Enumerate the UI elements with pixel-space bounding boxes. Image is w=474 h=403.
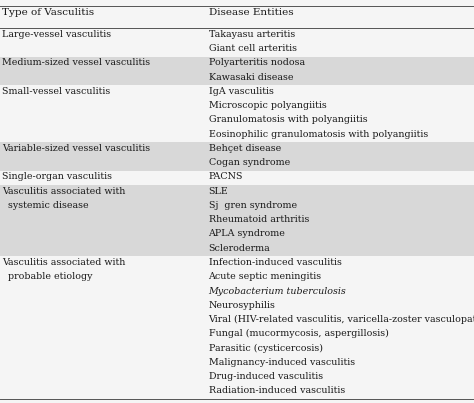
Text: probable etiology: probable etiology [2,272,93,281]
Text: SLE: SLE [209,187,228,196]
Text: Neurosyphilis: Neurosyphilis [209,301,275,310]
Text: Sj  gren syndrome: Sj gren syndrome [209,201,297,210]
Text: Eosinophilic granulomatosis with polyangiitis: Eosinophilic granulomatosis with polyang… [209,130,428,139]
Bar [0,185,474,256]
Text: Giant cell arteritis: Giant cell arteritis [209,44,297,53]
Text: Granulomatosis with polyangiitis: Granulomatosis with polyangiitis [209,115,367,125]
Text: Small-vessel vasculitis: Small-vessel vasculitis [2,87,110,96]
Text: Malignancy-induced vasculitis: Malignancy-induced vasculitis [209,358,355,367]
Text: Microscopic polyangiitis: Microscopic polyangiitis [209,101,326,110]
Text: Vasculitis associated with: Vasculitis associated with [2,187,126,196]
Text: Medium-sized vessel vasculitis: Medium-sized vessel vasculitis [2,58,151,67]
Text: Parasitic (cysticercosis): Parasitic (cysticercosis) [209,343,323,353]
Text: Vasculitis associated with: Vasculitis associated with [2,258,126,267]
Text: Variable-sized vessel vasculitis: Variable-sized vessel vasculitis [2,144,151,153]
Text: Large-vessel vasculitis: Large-vessel vasculitis [2,30,111,39]
Text: Mycobacterium tuberculosis: Mycobacterium tuberculosis [209,287,346,295]
Text: Drug-induced vasculitis: Drug-induced vasculitis [209,372,323,381]
Text: Acute septic meningitis: Acute septic meningitis [209,272,322,281]
Text: Infection-induced vasculitis: Infection-induced vasculitis [209,258,341,267]
Bar [0,171,474,185]
Text: IgA vasculitis: IgA vasculitis [209,87,273,96]
Text: Radiation-induced vasculitis: Radiation-induced vasculitis [209,386,345,395]
Text: APLA syndrome: APLA syndrome [209,229,285,239]
Bar [0,142,474,171]
Text: Kawasaki disease: Kawasaki disease [209,73,293,81]
Text: Fungal (mucormycosis, aspergillosis): Fungal (mucormycosis, aspergillosis) [209,329,388,339]
Bar [0,28,474,57]
Text: Single-organ vasculitis: Single-organ vasculitis [2,172,112,181]
Text: Disease Entities: Disease Entities [209,8,293,17]
Bar [0,57,474,85]
Bar [0,85,474,142]
Text: PACNS: PACNS [209,172,243,181]
Text: Scleroderma: Scleroderma [209,244,270,253]
Text: Takayasu arteritis: Takayasu arteritis [209,30,295,39]
Text: Cogan syndrome: Cogan syndrome [209,158,290,167]
Text: Behçet disease: Behçet disease [209,144,281,153]
Text: systemic disease: systemic disease [2,201,89,210]
Text: Polyarteritis nodosa: Polyarteritis nodosa [209,58,305,67]
Text: Type of Vasculitis: Type of Vasculitis [2,8,94,17]
Bar [0,256,474,399]
Text: Rheumatoid arthritis: Rheumatoid arthritis [209,215,309,224]
Text: Viral (HIV-related vasculitis, varicella-zoster vasculopathy): Viral (HIV-related vasculitis, varicella… [209,315,474,324]
